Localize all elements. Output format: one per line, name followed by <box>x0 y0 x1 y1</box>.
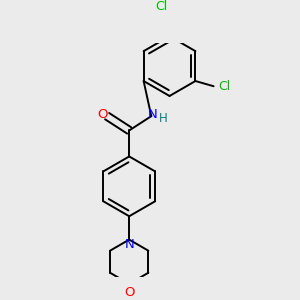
Text: H: H <box>159 112 167 125</box>
Text: N: N <box>148 108 158 122</box>
Text: O: O <box>97 108 108 121</box>
Text: Cl: Cl <box>156 0 168 13</box>
Text: N: N <box>124 238 134 251</box>
Text: Cl: Cl <box>218 80 230 93</box>
Text: O: O <box>124 286 134 299</box>
